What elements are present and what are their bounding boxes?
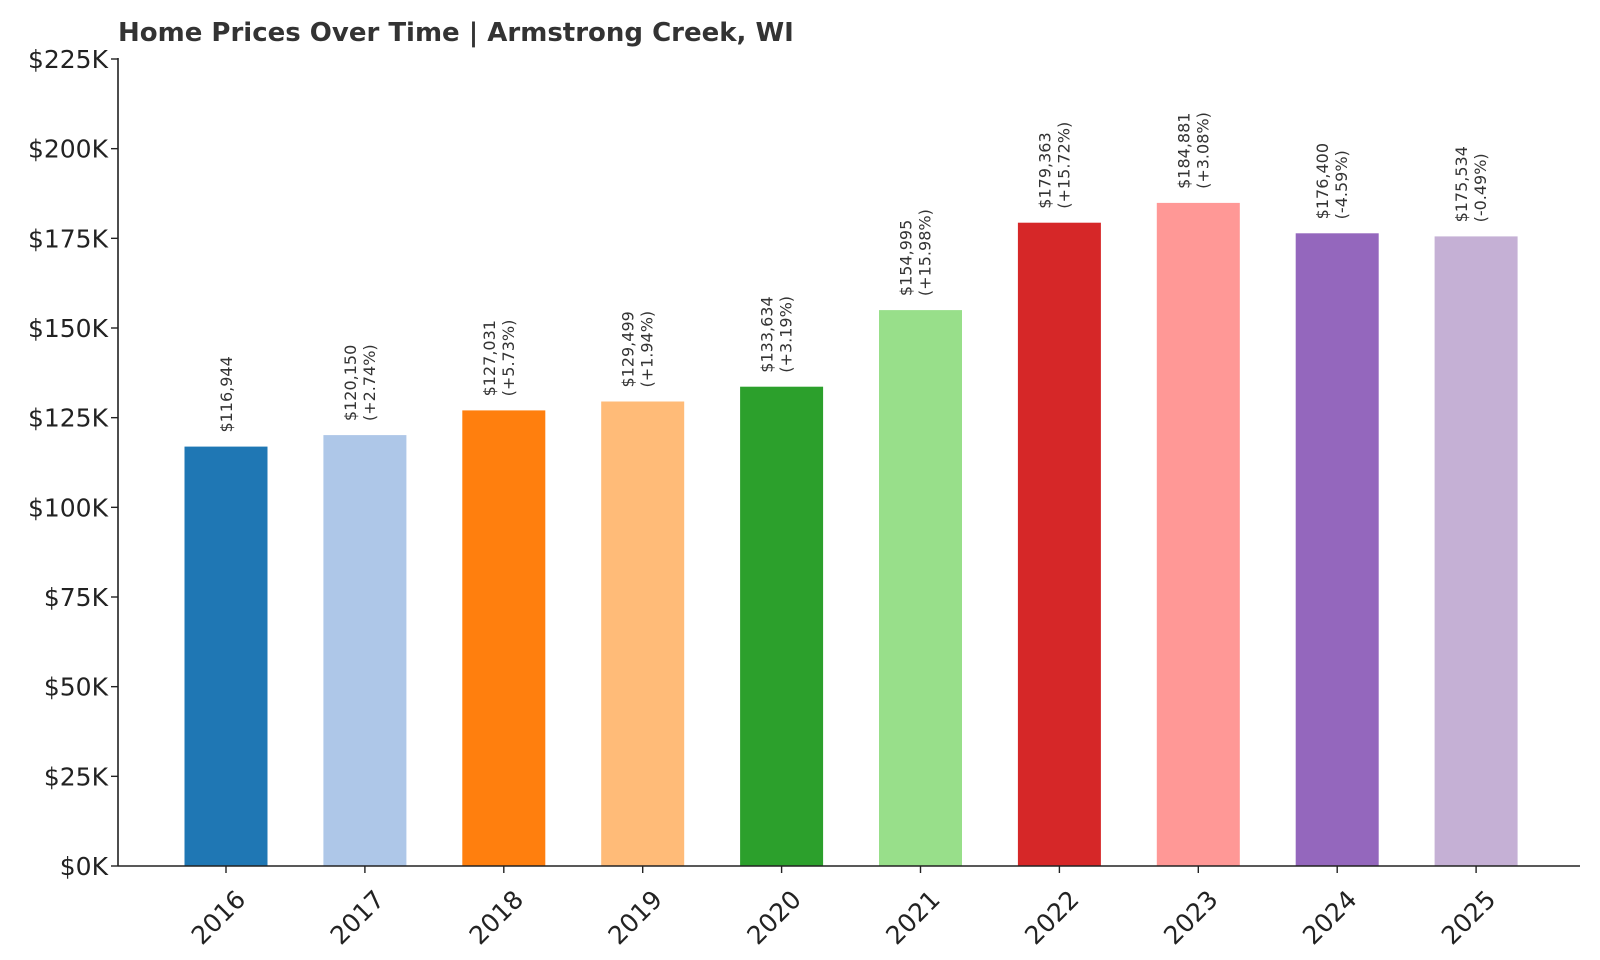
x-tick-label-2024: 2024 [1297, 885, 1362, 950]
data-label-value-2017: $120,150 [341, 345, 360, 421]
y-tick-label: $175K [28, 224, 109, 253]
y-tick-label: $225K [28, 45, 109, 74]
data-label-change-2021: (+15.98%) [916, 209, 935, 296]
y-axis: $0K $25K $50K $75K $100K $125K $150K $175K $200K… [28, 45, 119, 881]
data-label-value-2020: $133,634 [758, 296, 777, 372]
y-tick-label: $0K [60, 852, 109, 881]
chart-title: Home Prices Over Time | Armstrong Creek,… [118, 18, 794, 48]
x-tick-label-2020: 2020 [741, 885, 806, 950]
bar-2018 [462, 410, 546, 866]
data-label-change-2023: (+3.08%) [1193, 112, 1212, 189]
bar-2023 [1156, 202, 1240, 866]
bar-2019 [601, 401, 685, 866]
data-label-value-2016: $116,944 [217, 356, 236, 432]
bar-2021 [879, 310, 962, 867]
data-label-value-2021: $154,995 [897, 220, 916, 296]
bar-2016 [184, 446, 268, 866]
x-tick-label-2023: 2023 [1158, 885, 1223, 950]
data-label-change-2024: (-4.59%) [1332, 150, 1351, 219]
data-label-change-2018: (+5.73%) [499, 320, 518, 397]
y-tick-label: $150K [28, 314, 109, 343]
data-label-value-2022: $179,363 [1035, 132, 1054, 208]
y-tick-label: $125K [28, 404, 109, 433]
bar-2024 [1295, 233, 1379, 867]
x-tick-label-2019: 2019 [602, 885, 667, 950]
data-label-value-2018: $127,031 [480, 320, 499, 396]
bar-2017 [323, 435, 407, 866]
data-label-value-2024: $176,400 [1313, 143, 1332, 219]
x-tick-label-2025: 2025 [1436, 885, 1501, 950]
x-axis: 2016 2017 2018 2019 2020 2021 2022 2023 2024 2025 [118, 865, 1580, 950]
bar-2022 [1017, 222, 1101, 866]
x-tick-label-2017: 2017 [325, 885, 390, 950]
data-label-value-2023: $184,881 [1174, 113, 1193, 189]
x-tick-label-2021: 2021 [880, 885, 945, 950]
x-tick-label-2016: 2016 [186, 885, 251, 950]
y-tick-label: $25K [44, 762, 109, 791]
bar-2025 [1434, 236, 1518, 866]
bars-layer [184, 202, 1518, 867]
data-label-value-2025: $175,534 [1452, 146, 1471, 222]
data-label-change-2019: (+1.94%) [638, 311, 657, 388]
x-tick-label-2022: 2022 [1019, 885, 1084, 950]
y-tick-label: $75K [44, 583, 109, 612]
data-label-change-2025: (-0.49%) [1471, 153, 1490, 222]
data-label-value-2019: $129,499 [619, 311, 638, 387]
data-labels-layer: $116,944 $120,150 (+2.74%) $127,031 (+5.73%)… [217, 112, 1490, 432]
bar-2020 [740, 386, 824, 866]
data-label-change-2022: (+15.72%) [1054, 122, 1073, 209]
y-tick-label: $100K [28, 493, 109, 522]
x-tick-label-2018: 2018 [464, 885, 529, 950]
y-tick-label: $200K [28, 135, 109, 164]
data-label-change-2020: (+3.19%) [777, 296, 796, 373]
y-tick-label: $50K [44, 673, 109, 702]
data-label-change-2017: (+2.74%) [360, 344, 379, 421]
